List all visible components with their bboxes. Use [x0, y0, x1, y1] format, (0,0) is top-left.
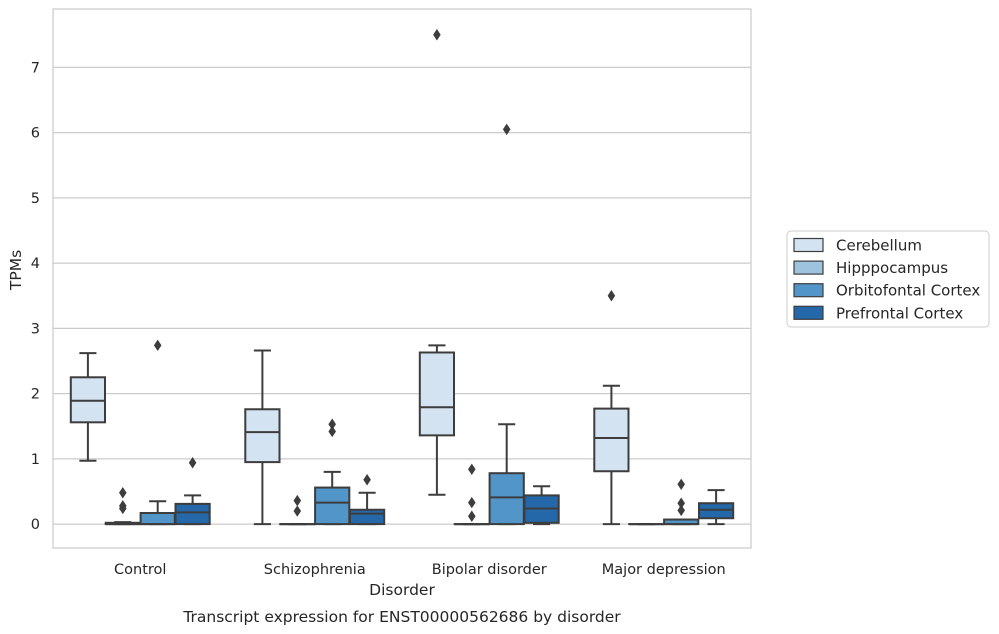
box-body: [244, 408, 281, 464]
outlier-marker: [502, 123, 511, 136]
y-axis-title: TPMs: [7, 250, 25, 291]
box-hipppocampus-0: [104, 487, 141, 526]
y-tick-label: 7: [31, 60, 40, 76]
x-tick-label: Control: [114, 562, 166, 578]
legend-label: Cerebellum: [836, 237, 922, 255]
box-cerebellum-2: [418, 28, 456, 496]
legend-label: Hipppocampus: [836, 259, 948, 277]
outlier-marker: [677, 478, 685, 491]
box-orbitofontal-cortex-0: [139, 339, 176, 526]
y-tick-labels: 0 1 2 3 4 5 6 7: [31, 60, 40, 533]
y-tick-label: 3: [31, 321, 40, 337]
plot-area-frame: [52, 8, 752, 549]
legend-label: Orbitofontal Cortex: [836, 282, 980, 300]
outlier-marker: [468, 496, 476, 509]
box-body: [488, 472, 525, 526]
gridlines: [53, 66, 751, 525]
legend-swatch-orbitofontal-cortex: [793, 283, 824, 298]
box-body: [593, 407, 630, 473]
x-tick-label: Bipolar disorder: [432, 562, 547, 578]
legend-frame: [786, 230, 990, 328]
box-prefrontal-cortex-0: [174, 457, 211, 526]
y-tick-label: 4: [31, 256, 40, 272]
box-hipppocampus-1: [279, 494, 316, 526]
box-hipppocampus-2: [453, 463, 490, 526]
box-prefrontal-cortex-3: [697, 489, 735, 526]
legend-label: Prefrontal Cortex: [836, 304, 963, 322]
outlier-marker: [119, 502, 127, 515]
outlier-marker: [363, 474, 371, 486]
outlier-marker: [188, 457, 197, 469]
y-tick-label: 1: [31, 452, 40, 468]
box-orbitofontal-cortex-2: [488, 123, 525, 526]
box-layer: [69, 28, 735, 526]
box-cerebellum-0: [69, 352, 107, 462]
x-tick-label: Major depression: [602, 562, 726, 578]
box-body: [139, 512, 176, 526]
outlier-marker: [293, 494, 302, 507]
y-tick-label: 6: [31, 126, 40, 142]
outlier-marker: [328, 425, 336, 438]
x-tick-label: Schizophrenia: [264, 562, 366, 578]
outlier-marker: [119, 487, 127, 499]
outlier-marker: [153, 339, 162, 352]
outlier-marker: [468, 510, 476, 522]
y-tick-label: 0: [31, 517, 40, 533]
legend-swatch-cerebellum: [793, 237, 824, 253]
box-cerebellum-3: [593, 289, 630, 526]
box-body: [314, 486, 351, 526]
y-tick-label: 2: [31, 387, 40, 403]
box-prefrontal-cortex-1: [348, 474, 386, 526]
box-cerebellum-1: [244, 349, 281, 526]
box-orbitofontal-cortex-1: [314, 418, 351, 526]
chart-title: Transcript expression for ENST0000056268…: [182, 608, 621, 626]
outlier-marker: [677, 504, 685, 517]
legend: Cerebellum Hipppocampus Orbitofontal Corte…: [786, 230, 990, 328]
x-axis-title: Disorder: [369, 581, 435, 599]
box-body: [418, 351, 456, 437]
outlier-marker: [607, 289, 616, 302]
x-tick-labels: Control Schizophrenia Bipolar disorder Majo…: [114, 562, 726, 578]
outlier-marker: [293, 505, 302, 517]
legend-swatch-hipppocampus: [793, 260, 824, 275]
outlier-marker: [433, 28, 441, 41]
box-prefrontal-cortex-2: [523, 485, 560, 526]
box-orbitofontal-cortex-3: [663, 478, 700, 526]
y-tick-label: 5: [31, 191, 40, 207]
legend-swatch-prefrontal-cortex: [793, 305, 824, 320]
box-body: [174, 502, 211, 526]
box-body: [348, 508, 386, 526]
outlier-marker: [468, 463, 476, 476]
